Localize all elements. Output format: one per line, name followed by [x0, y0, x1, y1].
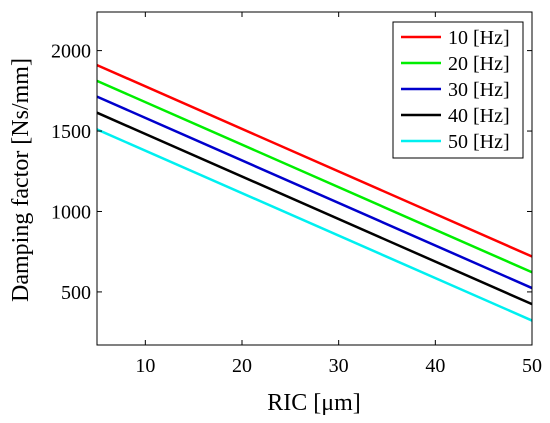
series-line-2 [96, 79, 533, 274]
legend-label-2: 20 [Hz] [448, 53, 510, 75]
legend: 10 [Hz] 20 [Hz] 30 [Hz] 40 [Hz] 50 [Hz] [392, 21, 524, 159]
legend-label-4: 40 [Hz] [448, 105, 510, 127]
x-tick-label: 10 [135, 355, 155, 377]
y-tick-label: 1500 [51, 121, 91, 143]
series-line-1 [96, 63, 533, 258]
series-line-5 [96, 128, 533, 322]
x-tick-label: 40 [425, 355, 445, 377]
y-axis-label: Damping factor [Ns/mm] [8, 58, 34, 302]
x-tick-label: 20 [232, 355, 252, 377]
x-tick-label: 50 [522, 355, 542, 377]
series-line-4 [96, 111, 533, 306]
y-tick-label: 500 [61, 282, 91, 304]
series-layer [96, 63, 533, 322]
legend-label-5: 50 [Hz] [448, 131, 510, 153]
x-tick-label: 30 [329, 355, 349, 377]
legend-label-3: 30 [Hz] [448, 79, 510, 101]
ticks-layer: 10 20 30 40 50 500 1000 1500 2000 [51, 12, 542, 377]
legend-label-1: 10 [Hz] [448, 27, 510, 49]
series-line-3 [96, 95, 533, 290]
y-tick-label: 2000 [51, 41, 91, 63]
y-tick-label: 1000 [51, 201, 91, 223]
x-axis-label: RIC [μm] [267, 390, 361, 416]
plot-frame [96, 11, 533, 346]
